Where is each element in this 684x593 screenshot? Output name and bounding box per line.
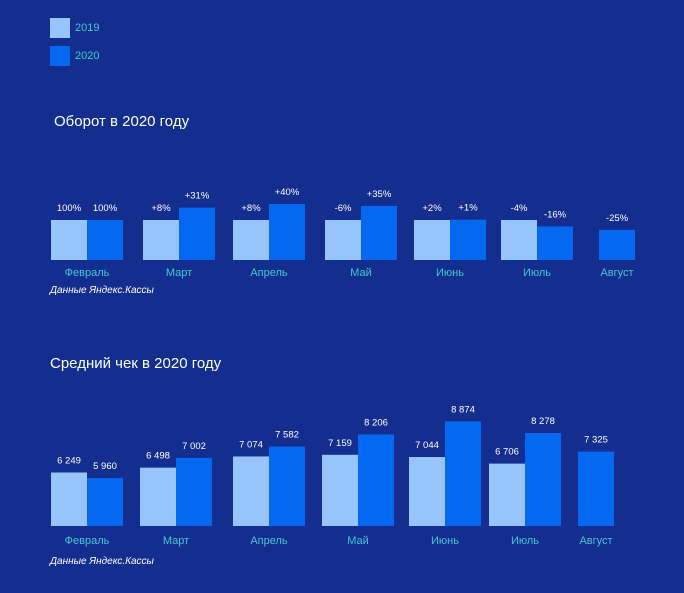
legend: 2019 2020	[50, 18, 99, 74]
avg-check-tick-label-0: Февраль	[65, 535, 110, 547]
avg-check-data-label-2020-0: 5 960	[93, 461, 117, 472]
legend-swatch-2019	[50, 18, 70, 38]
avg-check-chart-title: Средний чек в 2020 году	[50, 355, 222, 372]
avg-check-tick-label-4: Июнь	[431, 535, 459, 547]
turnover-data-label-2019-2: +8%	[241, 203, 261, 214]
avg-check-data-label-2020-6: 7 325	[584, 435, 608, 446]
avg-check-bar-2020-5	[525, 433, 561, 526]
turnover-data-label-2019-0: 100%	[57, 203, 82, 214]
turnover-data-label-2019-1: +8%	[151, 203, 171, 214]
avg-check-tick-label-6: Август	[579, 535, 612, 547]
turnover-data-label-2020-6: -25%	[606, 213, 629, 224]
turnover-tick-label-6: Август	[600, 267, 633, 279]
turnover-data-label-2019-4: +2%	[422, 203, 442, 214]
avg-check-bar-2020-4	[445, 421, 481, 526]
turnover-data-label-2020-3: +35%	[367, 189, 392, 200]
turnover-bar-2019-5	[501, 220, 537, 260]
turnover-bar-2019-1	[143, 220, 179, 260]
avg-check-chart: 6 249 5 960 Февраль 6 498 7 002 Март 7 074 7 58…	[51, 404, 614, 547]
avg-check-bar-2020-6	[578, 451, 614, 526]
avg-check-tick-label-1: Март	[163, 535, 189, 547]
turnover-bar-2020-6	[599, 230, 635, 260]
avg-check-bar-2019-5	[489, 463, 525, 526]
turnover-data-label-2020-2: +40%	[275, 187, 300, 198]
turnover-data-label-2020-0: 100%	[93, 203, 118, 214]
legend-item-2019: 2019	[50, 18, 99, 38]
avg-check-data-label-2019-4: 7 044	[415, 440, 439, 451]
avg-check-data-label-2020-3: 8 206	[364, 417, 388, 428]
avg-check-bar-2019-1	[140, 467, 176, 526]
legend-item-2020: 2020	[50, 46, 99, 66]
turnover-bar-2020-3	[361, 206, 397, 260]
avg-check-tick-label-5: Июль	[511, 535, 539, 547]
turnover-source-note: Данные Яндекс.Кассы	[50, 285, 154, 296]
turnover-bar-2019-4	[414, 220, 450, 260]
turnover-data-label-2020-4: +1%	[458, 203, 478, 214]
turnover-data-label-2020-5: -16%	[544, 209, 567, 220]
avg-check-data-label-2020-4: 8 874	[451, 404, 475, 415]
turnover-data-label-2019-5: -4%	[511, 203, 528, 214]
avg-check-bar-2020-1	[176, 457, 212, 526]
turnover-tick-label-0: Февраль	[65, 267, 110, 279]
turnover-tick-label-3: Май	[350, 267, 372, 279]
turnover-tick-label-5: Июль	[523, 267, 551, 279]
avg-check-data-label-2019-0: 6 249	[57, 456, 81, 467]
avg-check-bar-2019-4	[409, 457, 445, 526]
turnover-bar-2019-3	[325, 220, 361, 260]
avg-check-data-label-2020-2: 7 582	[275, 430, 299, 441]
turnover-bar-2019-0	[51, 220, 87, 260]
turnover-bar-2020-1	[179, 207, 215, 260]
turnover-bar-2020-4	[450, 219, 486, 260]
avg-check-data-label-2019-1: 6 498	[146, 451, 170, 462]
turnover-bar-2019-2	[233, 220, 269, 260]
avg-check-bar-2020-2	[269, 446, 305, 526]
avg-check-bar-2019-2	[233, 456, 269, 526]
turnover-bar-2020-0	[87, 220, 123, 260]
avg-check-bar-2020-3	[358, 434, 394, 526]
turnover-tick-label-2: Апрель	[250, 267, 288, 279]
avg-check-bar-2019-0	[51, 472, 87, 526]
avg-check-tick-label-2: Апрель	[250, 535, 288, 547]
avg-check-data-label-2020-5: 8 278	[531, 416, 555, 427]
avg-check-data-label-2019-5: 6 706	[495, 447, 519, 458]
turnover-data-label-2019-3: -6%	[335, 203, 352, 214]
turnover-bar-2020-5	[537, 226, 573, 260]
avg-check-data-label-2019-2: 7 074	[239, 439, 263, 450]
avg-check-tick-label-3: Май	[347, 535, 369, 547]
legend-label-2019: 2019	[75, 22, 100, 34]
turnover-data-label-2020-1: +31%	[185, 191, 210, 202]
turnover-chart: 100% 100% Февраль +8% +31% Март +8% +40% Апрель -…	[51, 187, 635, 279]
turnover-tick-label-1: Март	[166, 267, 192, 279]
turnover-bar-2020-2	[269, 204, 305, 260]
avg-check-source-note: Данные Яндекс.Кассы	[50, 556, 154, 567]
legend-label-2020: 2020	[75, 50, 100, 62]
avg-check-data-label-2019-3: 7 159	[328, 438, 352, 449]
avg-check-bar-2019-3	[322, 454, 358, 526]
avg-check-data-label-2020-1: 7 002	[182, 441, 206, 452]
legend-swatch-2020	[50, 46, 70, 66]
avg-check-bar-2020-0	[87, 478, 123, 526]
turnover-chart-title: Оборот в 2020 году	[54, 113, 190, 130]
turnover-tick-label-4: Июнь	[436, 267, 464, 279]
